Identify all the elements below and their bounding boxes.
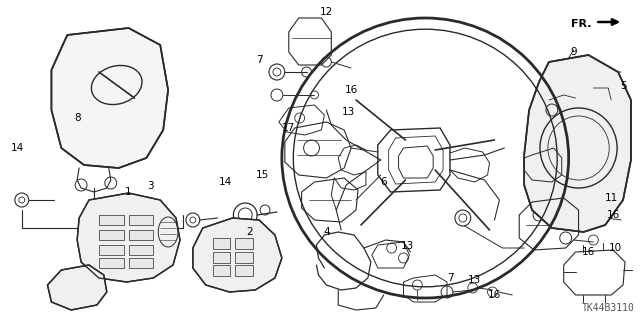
- Text: 9: 9: [570, 47, 577, 57]
- Text: 13: 13: [342, 107, 355, 117]
- Text: 14: 14: [219, 177, 232, 187]
- Polygon shape: [47, 265, 107, 310]
- Text: 8: 8: [74, 113, 81, 123]
- Polygon shape: [129, 258, 154, 268]
- Text: 12: 12: [320, 7, 333, 17]
- Text: 4: 4: [323, 227, 330, 237]
- Polygon shape: [51, 28, 168, 168]
- Text: 3: 3: [147, 181, 154, 191]
- Polygon shape: [212, 238, 230, 249]
- Polygon shape: [236, 252, 253, 263]
- Polygon shape: [212, 252, 230, 263]
- Text: 7: 7: [447, 273, 453, 283]
- Polygon shape: [129, 230, 154, 240]
- Text: 7: 7: [256, 55, 262, 65]
- Text: 1: 1: [125, 187, 132, 197]
- Text: 16: 16: [488, 290, 501, 300]
- Text: 2: 2: [246, 227, 253, 237]
- Text: 16: 16: [344, 85, 358, 95]
- Text: 15: 15: [255, 170, 269, 180]
- Text: 10: 10: [609, 243, 621, 253]
- Text: 17: 17: [282, 123, 296, 133]
- Text: FR.: FR.: [571, 19, 591, 29]
- Text: 16: 16: [582, 247, 595, 257]
- Polygon shape: [236, 238, 253, 249]
- Polygon shape: [129, 215, 154, 225]
- Text: 5: 5: [620, 81, 627, 91]
- Text: TK44B3110: TK44B3110: [582, 303, 635, 313]
- Polygon shape: [212, 265, 230, 276]
- Polygon shape: [524, 55, 631, 232]
- Text: 13: 13: [401, 241, 414, 251]
- Text: 16: 16: [607, 210, 620, 220]
- Text: 13: 13: [468, 275, 481, 285]
- Polygon shape: [99, 230, 124, 240]
- Polygon shape: [193, 218, 282, 292]
- Polygon shape: [99, 258, 124, 268]
- Polygon shape: [99, 245, 124, 255]
- Polygon shape: [99, 215, 124, 225]
- Polygon shape: [129, 245, 154, 255]
- Text: 14: 14: [11, 143, 24, 153]
- Polygon shape: [236, 265, 253, 276]
- Polygon shape: [77, 193, 180, 282]
- Text: 6: 6: [380, 177, 387, 187]
- Text: 11: 11: [605, 193, 618, 203]
